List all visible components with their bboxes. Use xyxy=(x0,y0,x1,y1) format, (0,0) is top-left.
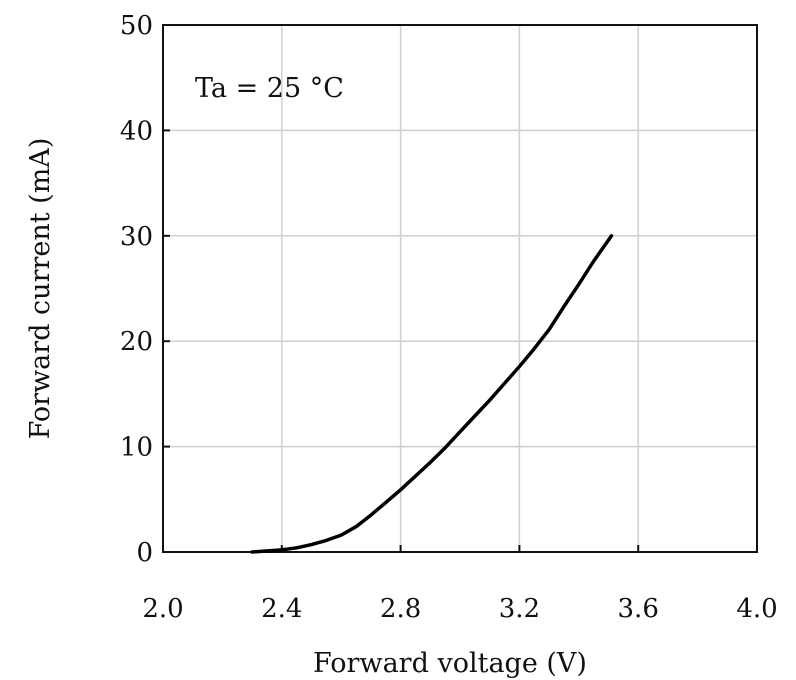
x-tick-label: 2.8 xyxy=(380,594,421,624)
grid xyxy=(162,24,758,553)
x-tick-label: 2.0 xyxy=(142,594,183,624)
y-tick-label: 20 xyxy=(120,327,153,357)
x-axis-label: Forward voltage (V) xyxy=(313,648,587,679)
y-axis-label: Forward current (mA) xyxy=(25,138,56,440)
y-tick-label: 10 xyxy=(120,433,153,463)
x-tick-labels: 2.0 2.4 2.8 3.2 3.6 4.0 xyxy=(142,594,777,624)
plot-frame xyxy=(162,24,758,553)
series-line xyxy=(250,234,614,554)
y-tick-label: 50 xyxy=(120,11,153,41)
x-tick-label: 3.6 xyxy=(618,594,659,624)
x-tick-label: 4.0 xyxy=(736,594,777,624)
y-tick-labels: 0 10 20 30 40 50 xyxy=(120,11,153,568)
x-tick-label: 3.2 xyxy=(499,594,540,624)
y-tick-label: 30 xyxy=(120,222,153,252)
y-tick-label: 40 xyxy=(120,116,153,146)
temperature-annotation: Ta = 25 °C xyxy=(195,73,344,104)
x-tick-label: 2.4 xyxy=(261,594,302,624)
y-tick-label: 0 xyxy=(136,538,153,568)
